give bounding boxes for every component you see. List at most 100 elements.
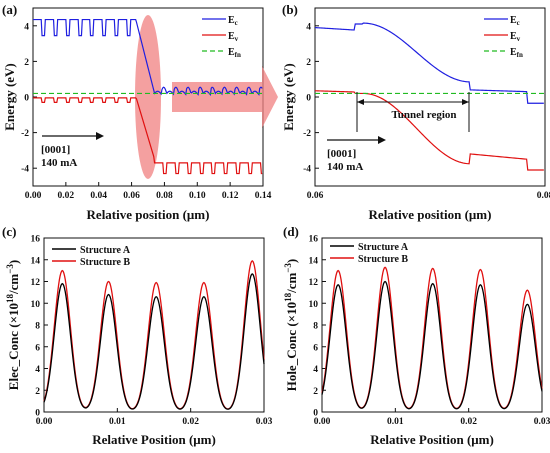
highlight-ellipse: [135, 15, 161, 179]
x-tick-label: 0.00: [314, 417, 331, 427]
x-tick-label: 0.06: [123, 191, 140, 201]
y-tick-label: 10: [309, 300, 319, 310]
legend-efn-label: Efn: [510, 47, 523, 59]
panel-b-legend: Ec Ev Efn: [484, 15, 523, 59]
panel-a: (a) 0.00 0.02 0.04 0.06 0.08 0.10 0.12 0.14 4 2 0 -…: [2, 2, 278, 222]
direction-arrowhead: [378, 136, 386, 144]
panel-d-structure-b-line: [321, 266, 543, 409]
y-tick-label: 14: [31, 256, 41, 266]
panel-c-label: (c): [2, 224, 16, 239]
x-tick-label: 0.04: [90, 191, 107, 201]
direction-label: [0001]: [41, 144, 70, 156]
y-tick-label: 16: [309, 235, 319, 245]
panel-a-ticks: 0.00 0.02 0.04 0.06 0.08 0.10 0.12 0.14 4 2 0 -2 -4: [21, 22, 271, 201]
y-tick-label: 4: [35, 365, 40, 375]
y-tick-label: -4: [21, 165, 29, 175]
x-tick-label: 0.02: [58, 191, 75, 201]
x-tick-label: 0.01: [109, 417, 126, 427]
panel-b-ev-line: [314, 90, 544, 171]
x-tick-label: 0.01: [387, 417, 404, 427]
panel-c-ylabel: Elec_Conc (×1018/cm−3): [5, 260, 21, 390]
panel-d: (d) 0.00 0.01 0.02 0.03 0 2 4 6 8 10 12 14 16 Struct…: [283, 224, 550, 447]
y-tick-label: -2: [21, 129, 29, 139]
y-tick-label: 6: [35, 343, 40, 353]
panel-d-legend: Structure A Structure B: [330, 242, 409, 265]
y-tick-label: 0: [35, 409, 40, 419]
current-label: 140 mA: [41, 157, 77, 169]
panel-a-label: (a): [2, 2, 17, 17]
panel-b-label: (b): [282, 2, 298, 17]
panel-b-ticks: 0.06 0.08 4 2 0 -2 -4: [303, 22, 550, 201]
x-tick-label: 0.02: [182, 417, 199, 427]
x-tick-label: 0.08: [156, 191, 173, 201]
y-tick-label: 12: [309, 278, 319, 288]
panel-c-structure-a-line: [43, 273, 265, 410]
y-tick-label: 0: [306, 94, 311, 104]
current-label: 140 mA: [327, 161, 363, 173]
panel-d-label: (d): [283, 224, 299, 239]
legend-ec-label: Ec: [228, 15, 238, 27]
legend-efn-label: Efn: [228, 47, 241, 59]
panel-a-legend: Ec Ev Efn: [202, 15, 241, 59]
y-tick-label: -4: [303, 165, 311, 175]
panel-a-ev-line: [33, 97, 263, 175]
legend-ec-label: Ec: [510, 15, 520, 27]
panel-c-ticks: 0.00 0.01 0.02 0.03 0 2 4 6 8 10 12 14 16: [31, 235, 273, 428]
y-tick-label: 2: [313, 387, 318, 397]
x-tick-label: 0.00: [25, 191, 42, 201]
x-tick-label: 0.12: [222, 191, 239, 201]
panel-b-xlabel: Relative position (μm): [369, 207, 492, 222]
x-tick-label: 0.00: [36, 417, 53, 427]
y-tick-label: 2: [35, 387, 40, 397]
y-tick-label: 4: [306, 22, 311, 32]
y-tick-label: 4: [313, 365, 318, 375]
panel-d-structure-a-line: [321, 280, 543, 410]
y-tick-label: 0: [24, 94, 29, 104]
tunnel-arrow-right: [462, 99, 469, 105]
tunnel-region-label: Tunnel region: [391, 109, 456, 121]
panel-b-ec-line: [314, 22, 544, 104]
y-tick-label: 2: [306, 58, 311, 68]
y-tick-label: 4: [24, 22, 29, 32]
panel-d-xlabel: Relative Position (μm): [370, 432, 494, 447]
panel-c-xlabel: Relative Position (μm): [92, 432, 216, 447]
panel-d-ylabel: Hole_Conc (×1018/cm−3): [283, 259, 299, 392]
x-tick-label: 0.03: [256, 417, 273, 427]
legend-ev-label: Ev: [228, 31, 239, 43]
legend-structure-a-label: Structure A: [80, 245, 131, 256]
panel-d-ticks: 0.00 0.01 0.02 0.03 0 2 4 6 8 10 12 14 16: [309, 235, 550, 428]
highlight-arrow: [172, 66, 278, 128]
y-tick-label: 0: [313, 409, 318, 419]
x-tick-label: 0.02: [460, 417, 477, 427]
panel-a-ec-line: [33, 18, 263, 97]
panel-b-ylabel: Energy (eV): [281, 63, 296, 131]
y-tick-label: 10: [31, 300, 41, 310]
direction-arrowhead: [96, 132, 104, 140]
direction-label: [0001]: [327, 148, 356, 160]
legend-structure-b-label: Structure B: [358, 254, 408, 265]
legend-structure-a-label: Structure A: [358, 242, 409, 253]
legend-ev-label: Ev: [510, 31, 521, 43]
y-tick-label: 6: [313, 343, 318, 353]
panel-c: (c) 0.00 0.01 0.02 0.03 0 2 4 6 8 10 12 14 16 Struct…: [2, 224, 273, 447]
x-tick-label: 0.08: [537, 191, 550, 201]
y-tick-label: 16: [31, 235, 41, 245]
y-tick-label: 8: [35, 322, 40, 332]
legend-structure-b-label: Structure B: [80, 257, 130, 268]
tunnel-arrow-left: [357, 99, 364, 105]
x-tick-label: 0.10: [189, 191, 206, 201]
panel-d-frame: [321, 237, 543, 413]
panel-a-ylabel: Energy (eV): [2, 63, 17, 131]
panel-b: (b) 0.06 0.08 4 2 0 -2 -4 Ec Ev Efn Tunnel reg…: [281, 2, 550, 222]
y-tick-label: 8: [313, 322, 318, 332]
y-tick-label: 12: [31, 278, 41, 288]
panel-c-legend: Structure A Structure B: [52, 245, 131, 268]
x-tick-label: 0.06: [307, 191, 324, 201]
x-tick-label: 0.14: [255, 191, 272, 201]
x-tick-label: 0.03: [534, 417, 550, 427]
y-tick-label: 14: [309, 256, 319, 266]
panel-a-xlabel: Relative position (μm): [87, 207, 210, 222]
y-tick-label: 2: [24, 58, 29, 68]
y-tick-label: -2: [303, 129, 311, 139]
